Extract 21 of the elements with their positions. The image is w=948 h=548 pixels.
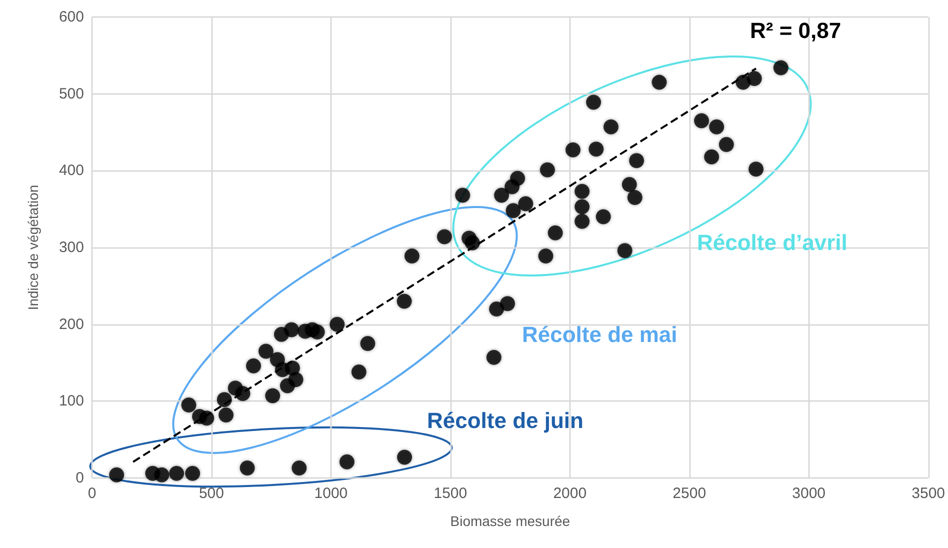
x-tick-label: 500 [198, 485, 224, 502]
x-tick-label: 2000 [553, 485, 587, 502]
x-tick-label: 1500 [434, 485, 468, 502]
annotation: Récolte de mai [522, 322, 678, 348]
y-axis-title: Indice de végétation [25, 184, 41, 310]
annotation: Récolte de juin [427, 408, 584, 434]
y-tick-label: 500 [58, 85, 84, 102]
x-tick-label: 2500 [672, 485, 706, 502]
x-tick-label: 1000 [314, 485, 348, 502]
y-tick-label: 300 [58, 239, 84, 256]
x-tick-label: 3000 [792, 485, 826, 502]
x-tick-label: 3500 [912, 485, 946, 502]
y-tick-label: 400 [58, 162, 84, 180]
annotation: R² = 0,87 [750, 18, 842, 44]
annotation: Récolte d’avril [697, 230, 848, 256]
y-tick-label: 0 [76, 470, 84, 486]
x-axis-title: Biomasse mesurée [450, 513, 570, 529]
x-tick-label: 0 [88, 485, 96, 502]
y-tick-label: 100 [58, 392, 84, 410]
y-tick-label: 600 [58, 8, 84, 26]
y-tick-label: 200 [58, 316, 84, 333]
